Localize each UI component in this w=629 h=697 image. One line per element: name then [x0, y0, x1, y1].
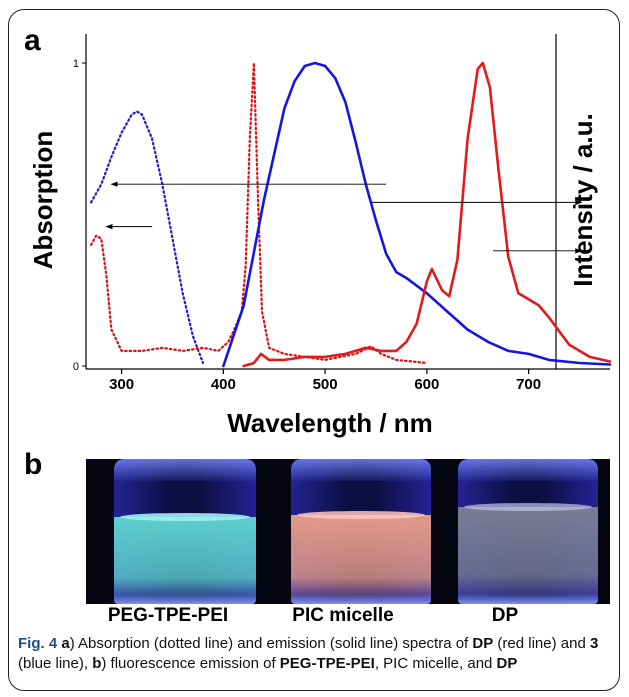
y-ticks: 01	[73, 58, 86, 373]
vial-dp	[458, 459, 598, 604]
vial-pic-micelle	[291, 459, 431, 604]
y-axis-title-left: Absorption	[28, 131, 58, 270]
sample-label-pic-micelle: PIC micelle	[292, 605, 394, 626]
absorption-line-1	[90, 61, 428, 365]
vials-photo	[86, 459, 610, 604]
x-tick-label: 700	[516, 376, 541, 393]
caption-fig-number: Fig. 4	[18, 635, 58, 652]
x-axis-title: Wavelength / nm	[227, 408, 433, 438]
x-tick-label: 400	[211, 376, 236, 393]
emission-line-2	[222, 61, 612, 368]
sample-label-peg-tpe-pei: PEG-TPE-PEI	[107, 605, 229, 626]
vial-peg-tpe-pei	[114, 459, 256, 604]
annotation-arrows	[105, 181, 583, 254]
panel-a-label: a	[24, 24, 41, 57]
absorption-line-0	[90, 110, 205, 365]
series-layer	[90, 61, 612, 368]
sample-label-dp: DP	[491, 605, 519, 626]
x-ticks: 300 400 500 600 700	[109, 369, 541, 393]
y-axis-title-right: Intensity / a.u.	[568, 113, 598, 286]
x-tick-label: 300	[109, 376, 134, 393]
x-tick-label: 500	[313, 376, 338, 393]
x-tick-label: 600	[414, 376, 439, 393]
y-tick-label: 1	[73, 58, 79, 70]
y-tick-label: 0	[73, 361, 79, 373]
spectra-chart: a 01 300 400 500 600 700 Wavelength / nm Abs…	[24, 24, 612, 438]
figure-caption: Fig. 4 a) Absorption (dotted line) and e…	[18, 635, 599, 672]
emission-line-3	[242, 61, 612, 368]
panel-b-label: b	[24, 448, 43, 481]
